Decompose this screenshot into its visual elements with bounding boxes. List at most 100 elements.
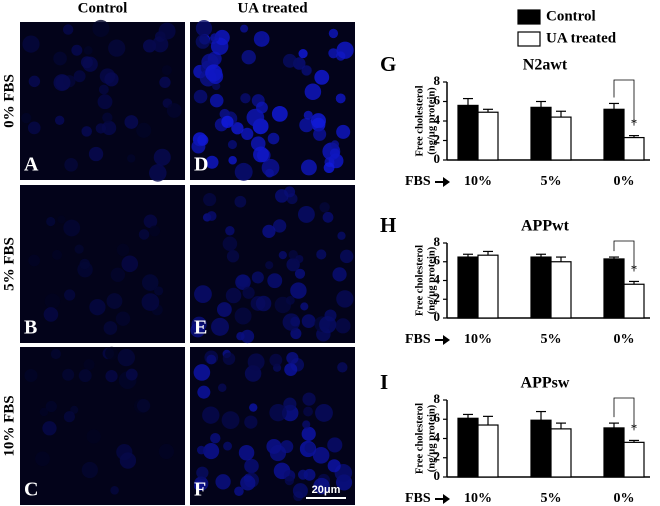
nucleus (62, 368, 75, 381)
nucleus (278, 251, 287, 260)
nucleus (304, 83, 322, 101)
nucleus (197, 385, 211, 399)
nucleus (141, 293, 160, 311)
nucleus (300, 302, 309, 311)
micrograph (190, 347, 355, 505)
bar (603, 258, 625, 319)
nucleus (327, 437, 343, 453)
x-axis-label: FBS (405, 332, 431, 347)
nucleus (95, 123, 107, 134)
nucleus (330, 140, 340, 149)
y-tick-label: 2 (434, 290, 441, 305)
nucleus (269, 403, 287, 422)
nucleus (246, 108, 265, 127)
nucleus (301, 65, 312, 76)
y-tick-label: 2 (434, 449, 441, 464)
nucleus (206, 211, 217, 221)
nucleus (214, 29, 230, 46)
panel-letter: C (24, 479, 38, 501)
nucleus (208, 68, 224, 84)
nucleus (255, 295, 272, 312)
y-tick-label: 8 (434, 391, 441, 406)
y-tick-label: 0 (434, 309, 441, 324)
nucleus (73, 70, 86, 83)
nucleus (57, 215, 66, 224)
bar (623, 283, 645, 319)
nucleus (54, 115, 65, 126)
nucleus (327, 459, 341, 473)
nucleus (234, 307, 252, 325)
nucleus (336, 124, 351, 139)
nucleus (284, 363, 298, 377)
y-axis-label: (ng/µg protein) (426, 87, 437, 155)
significance-bracket (613, 240, 635, 272)
panel-letter: G (380, 52, 396, 76)
nucleus (302, 392, 316, 406)
nucleus (221, 411, 240, 430)
y-tick-label: 8 (434, 73, 441, 88)
nucleus (225, 287, 242, 304)
nucleus (297, 205, 315, 223)
nucleus (235, 274, 251, 290)
nucleus (121, 255, 139, 273)
nucleus (64, 158, 78, 172)
nucleus (83, 359, 95, 371)
nucleus (303, 110, 313, 120)
legend-label: Control (546, 8, 596, 24)
nucleus (44, 293, 61, 310)
panel-letter: B (24, 317, 37, 339)
panel-letter: E (194, 317, 207, 339)
nucleus (335, 318, 351, 334)
nucleus (81, 461, 98, 479)
nucleus (212, 81, 221, 91)
nucleus (89, 299, 106, 316)
nucleus (196, 466, 209, 479)
nucleus (138, 229, 150, 240)
nucleus (253, 146, 269, 163)
nucleus (269, 353, 283, 367)
nucleus (70, 405, 79, 414)
nucleus (63, 411, 75, 423)
nucleus (234, 195, 247, 208)
nucleus (261, 158, 280, 177)
nucleus (271, 105, 288, 122)
nucleus (254, 31, 265, 43)
nucleus (228, 155, 237, 165)
nucleus (244, 458, 259, 474)
nucleus (241, 127, 254, 140)
panel-letter: F (194, 479, 206, 501)
micrograph (20, 185, 185, 343)
nucleus (302, 420, 311, 429)
nucleus (322, 211, 334, 223)
nucleus (240, 475, 256, 491)
nucleus (299, 117, 314, 133)
bar (623, 441, 645, 478)
bar (457, 104, 479, 161)
nucleus (323, 162, 335, 174)
nucleus (80, 56, 93, 69)
nucleus (283, 397, 297, 411)
nucleus (149, 225, 161, 237)
nucleus (223, 441, 233, 451)
nucleus (78, 369, 92, 383)
x-axis-label: FBS (405, 491, 431, 506)
x-tick-label: 10% (464, 174, 492, 189)
annotation: * (631, 420, 638, 435)
nucleus (267, 273, 283, 289)
nucleus (71, 44, 83, 56)
nucleus (301, 314, 316, 328)
nucleus (319, 316, 337, 334)
nucleus (103, 321, 118, 335)
nucleus (104, 72, 119, 87)
nucleus (249, 403, 258, 412)
nucleus (285, 295, 295, 305)
chart-title: N2awt (523, 57, 568, 74)
bar (530, 106, 552, 161)
bar (477, 111, 499, 161)
arrow-head (443, 494, 450, 504)
y-tick-label: 8 (434, 234, 441, 249)
x-axis-label: FBS (405, 174, 431, 189)
y-tick-label: 6 (434, 410, 441, 425)
nucleus (217, 383, 227, 393)
